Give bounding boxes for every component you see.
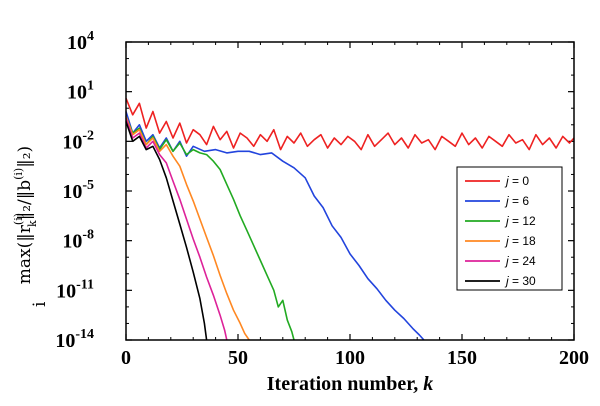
x-tick-label: 50 [228, 347, 248, 369]
series-group [125, 97, 575, 341]
y-title-sub-k: k [26, 220, 39, 227]
y-tick-label: 10-14 [55, 327, 94, 352]
legend-label-4: j = 24 [504, 254, 536, 268]
y-title-sub-i: i [30, 301, 50, 307]
x-title-var: k [423, 373, 433, 395]
series-line-4 [125, 117, 228, 341]
legend-label-0: j = 0 [504, 174, 529, 188]
y-tick-label: 104 [67, 29, 94, 54]
x-axis-title: Iteration number, k [267, 373, 433, 395]
y-tick-label: 101 [67, 79, 94, 104]
y-title-paren: (‖r [15, 224, 35, 248]
y-title-max: max [15, 248, 35, 284]
y-axis-ticks: 104 101 10-2 10-5 10-8 10-11 10-14 [55, 29, 574, 352]
legend-label-2: j = 12 [504, 214, 536, 228]
legend-label-5: j = 30 [504, 274, 536, 288]
x-tick-label: 0 [121, 347, 131, 369]
x-tick-label: 200 [559, 347, 589, 369]
y-tick-label: 10-5 [62, 178, 94, 203]
y-title-sup-i: (i) [12, 213, 25, 225]
legend-box [456, 166, 563, 291]
y-tick-label: 10-11 [56, 277, 94, 302]
x-tick-label: 100 [335, 347, 365, 369]
x-tick-label: 150 [447, 347, 477, 369]
y-tick-label: 10-2 [62, 128, 94, 153]
x-title-text: Iteration number, [267, 373, 423, 395]
series-line-1 [125, 111, 425, 341]
y-title-mid: ‖₂/‖b [15, 180, 35, 221]
legend-label-1: j = 6 [504, 194, 529, 208]
plot-frame [125, 41, 575, 341]
y-title-sup-i2: (i) [12, 168, 25, 180]
series-line-3 [125, 116, 250, 341]
legend: j = 0 j = 6 j = 12 j = 18 j = 24 j = 30 [456, 166, 563, 291]
y-tick-label: 10-8 [62, 228, 94, 253]
y-title-end: ‖₂) [15, 146, 35, 168]
svg-text:max(‖r(i)k‖₂/‖b(i)‖₂): max(‖r(i)k‖₂/‖b(i)‖₂) [12, 146, 39, 284]
legend-label-3: j = 18 [504, 234, 536, 248]
series-line-5 [125, 121, 208, 341]
series-line-0 [125, 97, 575, 151]
x-axis-ticks: 0 50 100 150 200 [121, 42, 589, 369]
y-axis-title: max(‖r(i)k‖₂/‖b(i)‖₂) i [12, 146, 50, 307]
